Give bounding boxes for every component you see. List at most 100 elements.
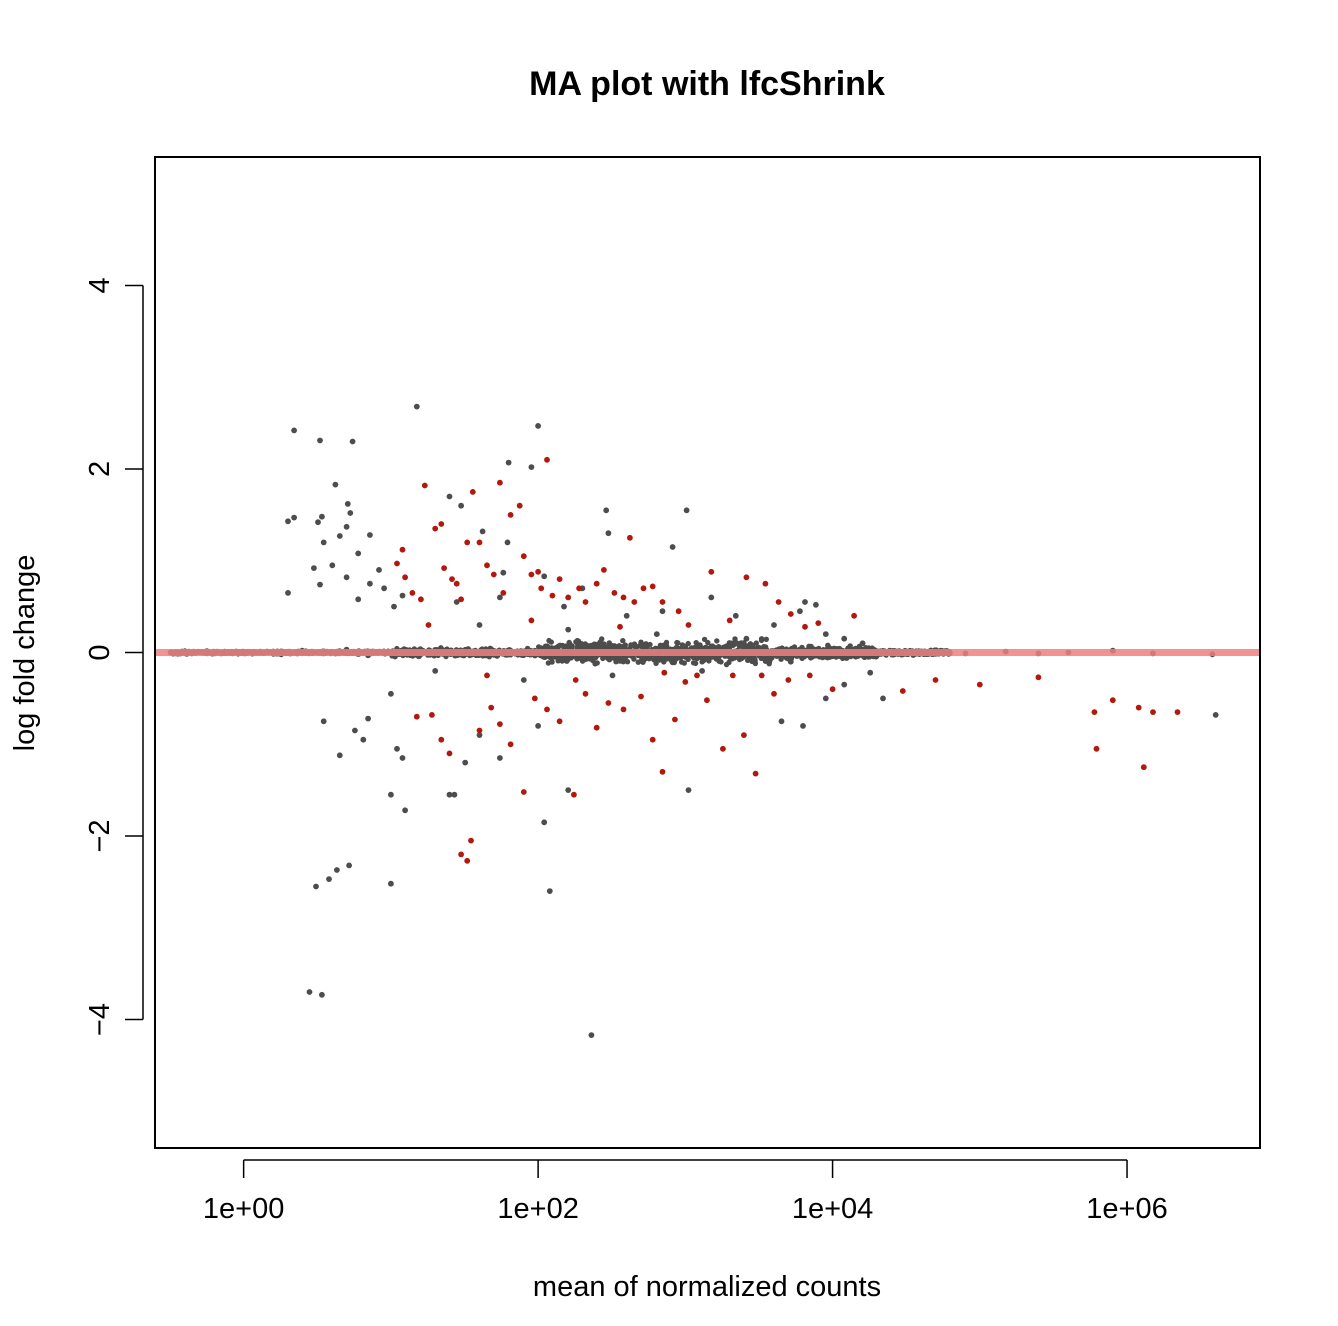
point-not-significant	[658, 656, 665, 662]
point-not-significant	[714, 638, 720, 644]
point-significant	[620, 706, 627, 713]
point-not-significant	[699, 668, 705, 674]
point-significant	[638, 693, 644, 700]
point-significant	[649, 736, 656, 743]
point-not-significant	[446, 493, 453, 500]
point-significant	[1150, 709, 1156, 715]
y-tick-label: 0	[84, 644, 116, 660]
point-not-significant	[771, 622, 777, 628]
point-significant	[627, 534, 633, 541]
point-significant	[1135, 704, 1142, 711]
point-not-significant	[329, 562, 336, 569]
point-not-significant	[726, 659, 732, 666]
point-significant	[582, 599, 589, 605]
point-not-significant	[458, 502, 464, 509]
point-not-significant	[758, 636, 765, 642]
point-not-significant	[451, 791, 458, 798]
point-not-significant	[713, 656, 719, 662]
point-significant	[661, 669, 668, 676]
x-axis-label: mean of normalized counts	[533, 1271, 881, 1303]
point-not-significant	[841, 635, 848, 642]
point-significant	[704, 697, 710, 704]
point-not-significant	[734, 640, 740, 646]
point-significant	[1093, 745, 1100, 752]
point-not-significant	[605, 530, 612, 537]
point-significant	[685, 622, 692, 628]
point-significant	[556, 576, 563, 582]
point-not-significant	[726, 644, 733, 651]
point-significant	[531, 695, 538, 702]
point-not-significant	[285, 518, 291, 525]
point-significant	[752, 770, 759, 777]
point-not-significant	[813, 601, 819, 608]
point-not-significant	[291, 427, 297, 434]
point-not-significant	[659, 608, 666, 615]
point-not-significant	[603, 507, 610, 514]
point-not-significant	[313, 883, 319, 890]
point-not-significant	[546, 637, 552, 644]
point-not-significant	[388, 880, 394, 887]
point-not-significant	[320, 539, 327, 546]
point-not-significant	[640, 659, 646, 665]
y-tick-label: 2	[84, 461, 116, 477]
point-not-significant	[586, 654, 592, 661]
point-not-significant	[520, 677, 527, 683]
point-significant	[476, 727, 483, 734]
point-not-significant	[476, 732, 483, 738]
point-significant	[741, 732, 747, 738]
point-not-significant	[706, 658, 712, 664]
point-not-significant	[601, 641, 607, 647]
point-not-significant	[588, 1032, 595, 1038]
point-significant	[476, 539, 483, 546]
point-not-significant	[743, 635, 750, 642]
point-significant	[464, 539, 471, 546]
point-significant	[565, 594, 572, 601]
point-not-significant	[446, 791, 453, 798]
point-significant	[785, 677, 792, 683]
point-not-significant	[319, 991, 325, 998]
point-not-significant	[613, 659, 619, 665]
point-significant	[771, 690, 777, 697]
point-not-significant	[581, 655, 587, 661]
point-significant	[620, 594, 627, 601]
point-significant	[571, 791, 577, 798]
point-significant	[726, 617, 733, 624]
point-not-significant	[535, 723, 541, 729]
point-not-significant	[319, 513, 325, 520]
point-significant	[682, 679, 689, 685]
point-not-significant	[880, 695, 886, 702]
point-not-significant	[778, 718, 785, 725]
point-significant	[441, 565, 447, 571]
point-significant	[675, 608, 682, 615]
point-significant	[640, 585, 647, 592]
point-not-significant	[311, 565, 317, 571]
point-significant	[469, 489, 476, 495]
point-not-significant	[291, 514, 297, 521]
point-significant	[617, 623, 623, 630]
point-not-significant	[336, 533, 343, 539]
axes: 1e+00 1e+02 1e+04 1e+06 −4 −2 0 2 4	[84, 277, 1168, 1225]
point-significant	[497, 721, 503, 727]
point-not-significant	[699, 659, 705, 665]
point-significant	[438, 521, 445, 527]
point-not-significant	[708, 594, 715, 601]
point-not-significant	[651, 656, 657, 662]
point-significant	[421, 482, 428, 489]
point-not-significant	[479, 528, 486, 535]
point-not-significant	[349, 438, 356, 445]
x-tick-label: 1e+06	[1086, 1193, 1167, 1225]
point-not-significant	[546, 888, 553, 894]
point-significant	[659, 599, 666, 605]
point-not-significant	[678, 659, 685, 665]
point-not-significant	[623, 612, 630, 619]
point-not-significant	[388, 791, 394, 798]
point-not-significant	[355, 596, 362, 603]
point-not-significant	[638, 639, 644, 645]
point-not-significant	[343, 574, 350, 581]
point-significant	[556, 718, 563, 725]
point-not-significant	[600, 655, 606, 662]
point-not-significant	[558, 655, 564, 661]
point-not-significant	[701, 636, 708, 643]
plot-frame	[154, 156, 1261, 1149]
